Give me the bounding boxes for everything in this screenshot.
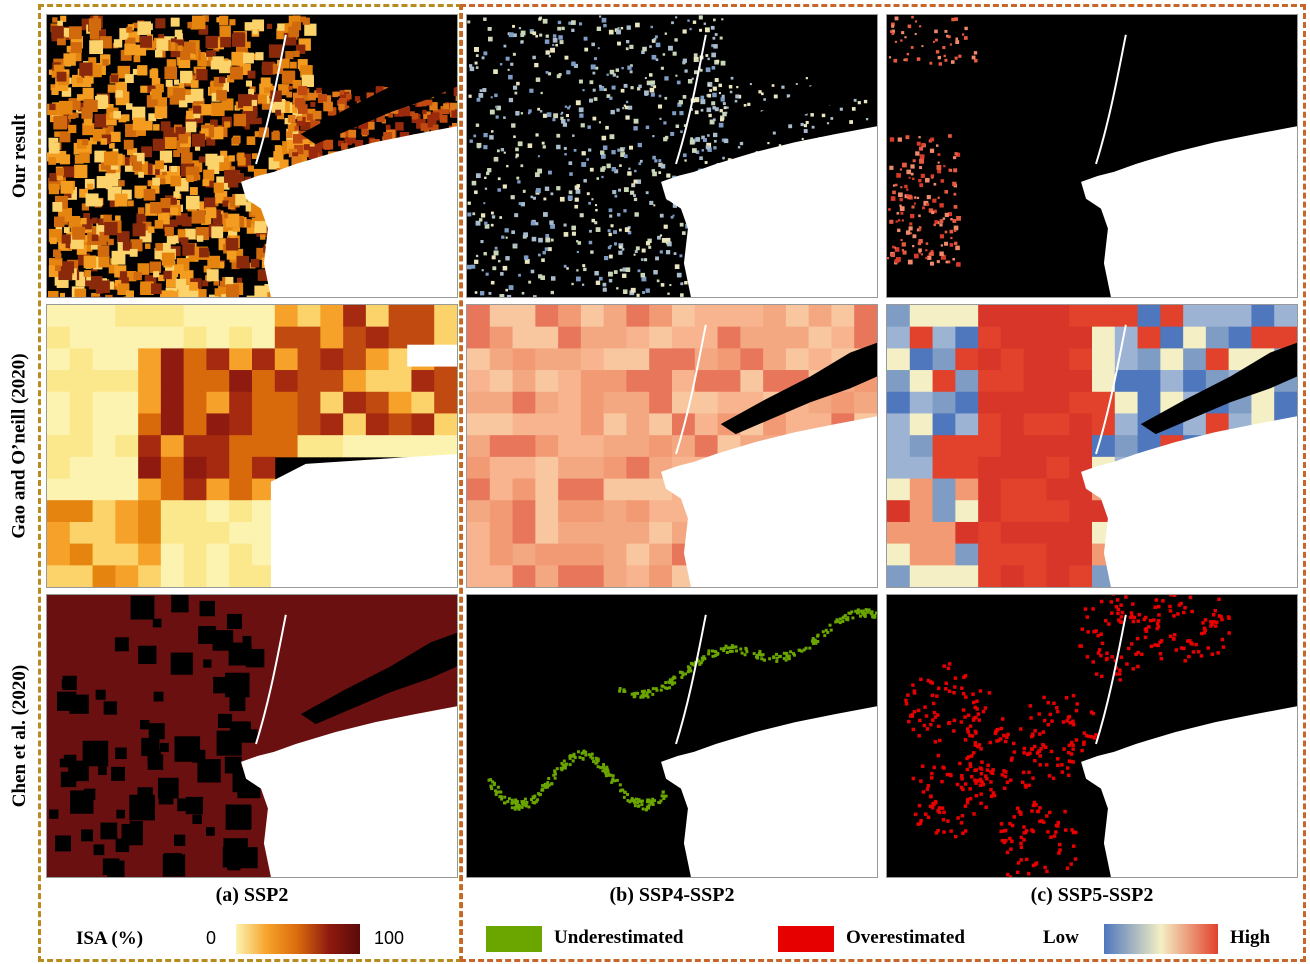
long-island	[300, 52, 457, 145]
long-island	[1140, 632, 1297, 725]
long-island	[720, 52, 877, 145]
isa-color-ramp	[236, 924, 360, 954]
river	[255, 34, 287, 165]
panel-gao-ssp2	[46, 304, 458, 588]
column-label-ssp2: (a) SSP2	[215, 884, 289, 906]
sea-area	[661, 305, 877, 587]
diff-color-ramp	[1104, 924, 1218, 954]
long-island	[1140, 342, 1297, 435]
sea-area	[241, 15, 457, 297]
long-island	[300, 632, 457, 725]
sea-area	[241, 595, 457, 877]
sea-area	[661, 15, 877, 297]
isa-legend-min: 0	[206, 928, 217, 948]
sea-area	[661, 595, 877, 877]
river	[675, 34, 707, 165]
overestimated-swatch	[778, 926, 834, 952]
isa-legend-max: 100	[374, 928, 405, 948]
panel-chen-ssp4-ssp2	[466, 594, 878, 878]
row-label-gao: Gao and O’neill (2020)	[9, 353, 31, 539]
panel-chen-ssp5-ssp2	[886, 594, 1298, 878]
sea-area	[1081, 305, 1297, 587]
river	[1095, 614, 1127, 745]
row-label-chen: Chen et al. (2020)	[9, 664, 31, 808]
sea-area	[1081, 15, 1297, 297]
river	[675, 614, 707, 745]
diff-legend-high: High	[1230, 927, 1271, 948]
isa-legend-title: ISA (%)	[76, 928, 144, 949]
panel-our-ssp4-ssp2	[466, 14, 878, 298]
overestimated-label: Overestimated	[846, 927, 965, 948]
river	[1095, 34, 1127, 165]
river	[675, 324, 707, 455]
panel-our-ssp2	[46, 14, 458, 298]
column-label-ssp5-ssp2: (c) SSP5-SSP2	[1030, 884, 1154, 906]
underestimated-swatch	[486, 926, 542, 952]
panel-gao-ssp5-ssp2	[886, 304, 1298, 588]
underestimated-label: Underestimated	[554, 927, 684, 948]
diff-legend-low: Low	[1043, 927, 1079, 948]
long-island	[720, 342, 877, 435]
row-label-our-result: Our result	[9, 113, 30, 199]
sea-area	[1081, 595, 1297, 877]
long-island	[1140, 52, 1297, 145]
column-label-ssp4-ssp2: (b) SSP4-SSP2	[609, 884, 735, 906]
long-island	[720, 632, 877, 725]
panel-chen-ssp2	[46, 594, 458, 878]
panel-gao-ssp4-ssp2	[466, 304, 878, 588]
river	[1095, 324, 1127, 455]
river	[255, 614, 287, 745]
panel-our-ssp5-ssp2	[886, 14, 1298, 298]
difference-columns-frame	[460, 4, 1306, 962]
